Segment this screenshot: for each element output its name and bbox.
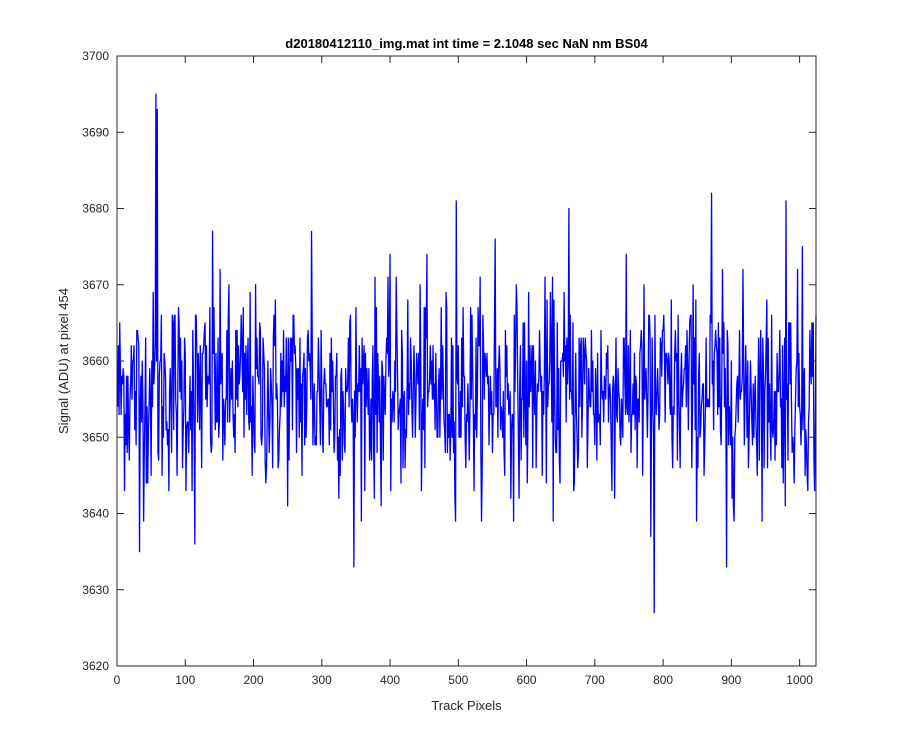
y-tick-label: 3670 [82, 278, 109, 292]
y-tick-label: 3690 [82, 125, 109, 139]
x-axis-label: Track Pixels [431, 698, 502, 713]
axes-box [116, 55, 817, 667]
x-tick-label: 1000 [786, 673, 813, 687]
y-tick-label: 3630 [82, 583, 109, 597]
y-tick-label: 3700 [82, 49, 109, 63]
y-tick-label: 3620 [82, 659, 109, 673]
ticks-layer: 0 100 200 300 400 500 600 700 800 900 1000 3620 3630… [82, 49, 816, 687]
x-tick-label: 700 [585, 673, 605, 687]
x-tick-label: 900 [721, 673, 741, 687]
x-tick-label: 200 [244, 673, 264, 687]
chart-title: d20180412110_img.mat int time = 2.1048 s… [285, 36, 648, 51]
x-tick-label: 600 [517, 673, 537, 687]
y-tick-label: 3640 [82, 507, 109, 521]
x-tick-label: 300 [312, 673, 332, 687]
x-tick-label: 0 [114, 673, 121, 687]
y-tick-label: 3680 [82, 202, 109, 216]
y-tick-label: 3660 [82, 354, 109, 368]
series-line [117, 93, 817, 614]
data-layer [117, 93, 817, 614]
y-tick-label: 3650 [82, 430, 109, 444]
x-tick-label: 100 [175, 673, 195, 687]
x-tick-label: 400 [380, 673, 400, 687]
y-axis-label: Signal (ADU) at pixel 454 [56, 288, 71, 434]
x-tick-label: 500 [448, 673, 468, 687]
x-tick-label: 800 [653, 673, 673, 687]
